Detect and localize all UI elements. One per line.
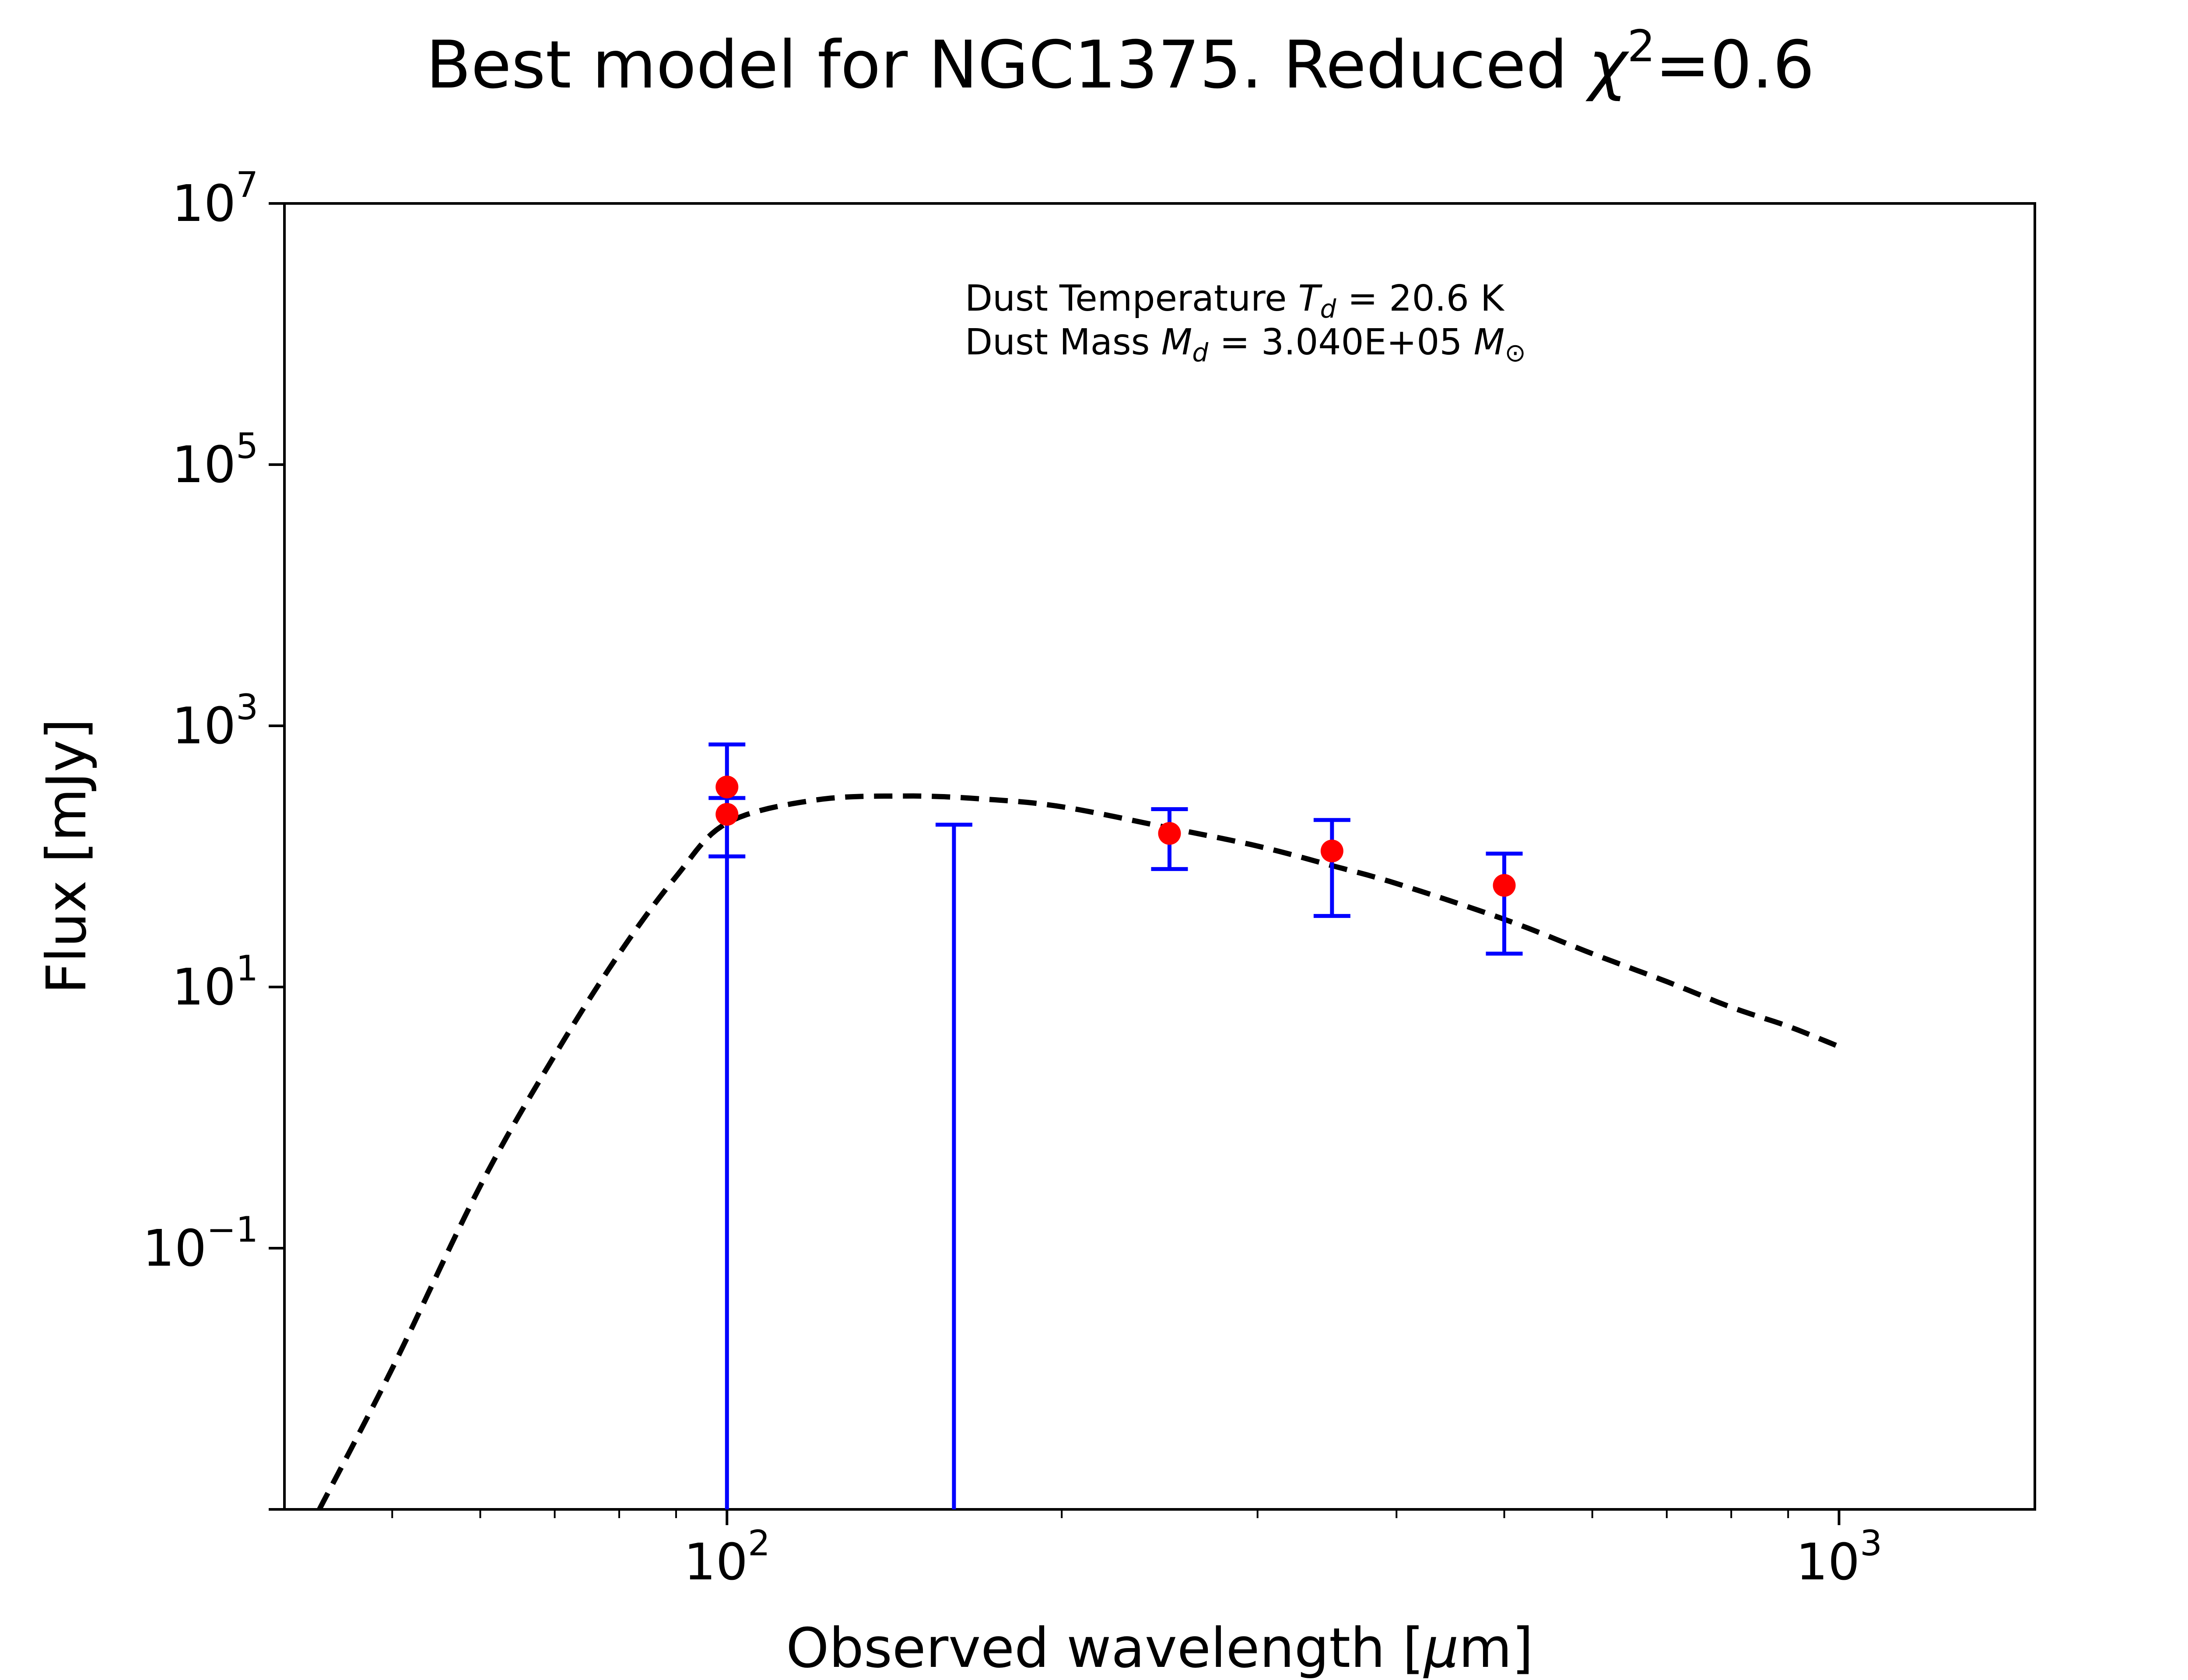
data-layer [708,742,1523,1509]
annotation-mass-symbol: M [1161,322,1192,363]
y-tick-label-base: 10 [172,697,236,756]
title-suffix: =0.6 [1655,27,1814,103]
x-axis-label-symbol: μ [1423,1617,1459,1680]
annotation-mass: Dust Mass Md = 3.040E+05 M⊙ [965,322,1526,368]
y-tick-label: 107 [172,164,258,233]
title-superscript: 2 [1627,21,1655,72]
x-tick-label-exp: 2 [748,1523,770,1564]
annotation-mass-symbol2: M [1474,322,1505,363]
data-point [1158,822,1181,845]
x-tick-label: 102 [684,1523,770,1592]
y-tick-label-exp: 1 [236,948,258,989]
annotation-mass-sub2: ⊙ [1504,338,1526,368]
x-tick-label-exp: 3 [1860,1523,1882,1564]
annotation-temperature-symbol: T [1298,278,1323,319]
annotation-mass-middle: = 3.040E+05 [1208,322,1474,363]
model-curve [317,793,1840,1511]
x-tick-label: 103 [1796,1523,1882,1592]
title-chi-symbol: χ [1585,27,1630,103]
annotation-temperature: Dust Temperature Td = 20.6 K [965,278,1505,324]
data-point [1320,840,1343,863]
y-tick-label-base: 10 [172,175,236,233]
y-tick-label-exp: 7 [236,164,258,205]
annotation-temperature-sub: d [1320,294,1337,324]
x-tick-label-base: 10 [684,1533,748,1592]
data-point [1493,874,1516,897]
y-tick-label: 10−1 [143,1209,258,1278]
y-tick-label-base: 10 [143,1219,207,1278]
plot-frame [283,202,2036,1511]
annotation-mass-prefix: Dust Mass [965,322,1161,363]
title-prefix: Best model for NGC1375. Reduced [426,27,1588,103]
y-tick-label: 101 [172,948,258,1017]
data-point [715,775,739,798]
y-tick-label-base: 10 [172,958,236,1017]
annotation-temperature-suffix: = 20.6 K [1336,278,1504,319]
data-point [715,803,739,826]
y-tick-label-base: 10 [172,436,236,494]
x-tick-label-base: 10 [1796,1533,1860,1592]
y-tick-label-exp: −1 [207,1209,258,1250]
y-axis-label: Flux [mJy] [35,718,98,994]
x-axis-label-suffix: m] [1459,1617,1533,1680]
x-axis-label: Observed wavelength [μm] [786,1617,1533,1680]
chart-title: Best model for NGC1375. Reduced χ2=0.6 [426,21,1814,103]
y-tick-label-exp: 3 [236,687,258,728]
annotation-mass-sub: d [1192,338,1209,368]
y-tick-label-exp: 5 [236,426,258,466]
x-axis-label-prefix: Observed wavelength [ [786,1617,1424,1680]
y-tick-label: 105 [172,426,258,494]
annotation-temperature-prefix: Dust Temperature [965,278,1298,319]
y-tick-label: 103 [172,687,258,756]
